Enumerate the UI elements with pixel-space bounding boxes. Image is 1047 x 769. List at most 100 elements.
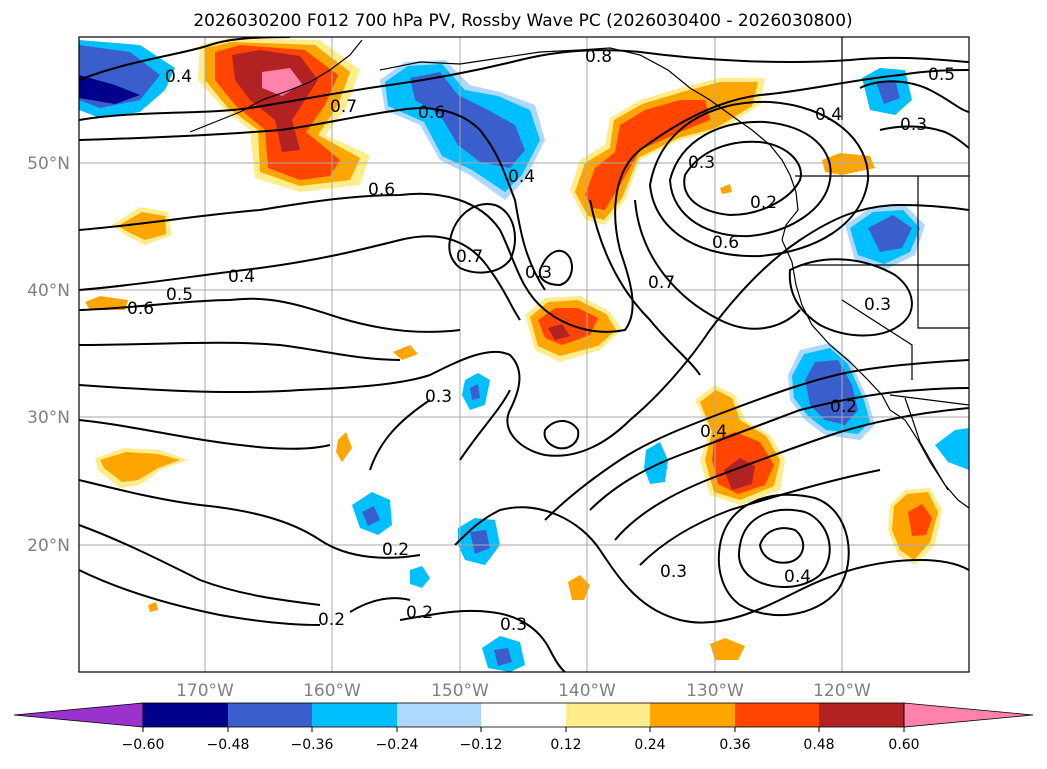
fill-neg-canada-inner: [876, 80, 900, 104]
border-states-2: [917, 176, 969, 329]
fill-pos-subtrop-core: [724, 458, 755, 490]
contour-label: 0.4: [784, 567, 811, 587]
contour-path-35: [369, 399, 431, 471]
border-mexico: [889, 394, 969, 406]
contour-path-30: [589, 199, 701, 376]
fill-pos-mid-core: [548, 324, 570, 340]
colorbar-bin-neg-036: [312, 703, 397, 727]
fill-pos-alaska-inner: [585, 100, 710, 210]
colorbar-tick-label: −0.24: [376, 737, 419, 753]
contour-label: 0.3: [500, 615, 527, 635]
contour-path-26: [683, 140, 802, 217]
colorbar-tick-label: −0.48: [207, 737, 250, 753]
contour-label: 0.2: [750, 193, 777, 213]
contour-path-34: [459, 389, 511, 461]
contour-path-24: [538, 249, 573, 287]
contour-label: 0.3: [425, 387, 452, 407]
figure-title: 2026030200 F012 700 hPa PV, Rossby Wave …: [193, 11, 852, 31]
fill-neg-california-inner: [805, 360, 858, 425]
contour-path-28: [648, 100, 870, 258]
colorbar-bin-neutral: [481, 703, 566, 727]
colorbar-tick-label: 0.24: [634, 737, 665, 753]
colorbar-bin-pos-024: [650, 703, 735, 727]
contour-path-32: [859, 80, 969, 113]
fill-pos-aleutian-inner: [232, 50, 318, 152]
lat-label: 50°N: [27, 154, 70, 174]
contour-label: 0.3: [660, 562, 687, 582]
fill-neg-interior-inner: [868, 215, 912, 252]
contour-path-25: [448, 203, 516, 274]
contour-path-14: [349, 597, 411, 613]
border-states-3: [841, 299, 913, 380]
fill-pos-small-4: [720, 184, 732, 194]
colorbar-tick-labels: −0.60 −0.48 −0.36 −0.24 −0.12 0.12 0.24 …: [122, 737, 920, 753]
contour-path-08: [79, 203, 969, 457]
contour-label: 0.4: [165, 67, 192, 87]
pv-contours: [79, 37, 969, 672]
contour-path-15: [454, 506, 969, 624]
colorbar-tick-label: 0.36: [719, 737, 750, 753]
fill-pos-mexico-inner: [908, 504, 932, 536]
fill-pos-west-1-inner: [118, 212, 166, 240]
map-frame: [78, 36, 970, 673]
contour-path-03: [79, 107, 546, 291]
lon-label: 120°W: [813, 681, 871, 701]
latitude-labels: 50°N 40°N 30°N 20°N: [27, 154, 70, 556]
coast-alaska-peninsula: [189, 39, 363, 133]
colorbar-bin-pos-048: [819, 703, 904, 727]
fill-pos-south-2: [710, 638, 745, 660]
contour-path-19: [639, 469, 881, 566]
colorbar-tick-label: 0.12: [550, 737, 581, 753]
colorbar-tick-label: −0.36: [291, 737, 334, 753]
contour-path-04: [79, 69, 969, 333]
contour-label: 0.3: [900, 115, 927, 135]
contour-label: 0.2: [830, 397, 857, 417]
fill-pos-alaska: [575, 82, 758, 220]
colorbar-tick-label: −0.60: [122, 737, 165, 753]
contour-path-17: [589, 387, 969, 511]
map-layers: 0.4 0.7 0.6 0.4 0.8 0.5 0.4 0.3 0.3 0.2 …: [79, 37, 969, 672]
contour-path-07: [79, 341, 401, 361]
contour-label: 0.7: [330, 97, 357, 117]
contour-label: 0.3: [525, 263, 552, 283]
contour-label: 0.3: [864, 295, 891, 315]
contour-path-29: [634, 199, 801, 330]
contour-label: 0.4: [700, 422, 727, 442]
colorbar-frame: [142, 702, 905, 728]
longitude-labels: 170°W 160°W 150°W 140°W 130°W 120°W: [176, 681, 871, 701]
contour-label: 0.2: [318, 610, 345, 630]
contour-label: 0.6: [712, 233, 739, 253]
lon-label: 150°W: [431, 681, 489, 701]
colorbar-bin-pos-012: [566, 703, 650, 727]
colorbar-ticks: [142, 727, 905, 732]
contour-path-20: [758, 527, 805, 564]
contour-path-16: [544, 359, 969, 521]
colorbar-tick-label: 0.60: [888, 737, 919, 753]
colorbar-tick-label: 0.48: [803, 737, 834, 753]
contour-path-27: [668, 120, 832, 238]
colorbar: −0.60 −0.48 −0.36 −0.24 −0.12 0.12 0.24 …: [13, 702, 1034, 753]
contour-path-10: [79, 479, 421, 559]
colorbar-tick-label: −0.12: [460, 737, 503, 753]
fill-pos-small-2: [336, 432, 352, 462]
fill-neg-small-2: [644, 442, 668, 484]
colorbar-under-arrow: [13, 702, 144, 728]
fill-pos-west-2: [85, 296, 128, 310]
contour-path-13: [399, 609, 566, 672]
contour-label: 0.4: [508, 167, 535, 187]
fill-neg-south-4-inner: [494, 648, 512, 666]
contour-label: 0.4: [815, 105, 842, 125]
lat-label: 30°N: [27, 408, 70, 428]
contour-label: 0.7: [456, 247, 483, 267]
contour-path-02: [79, 49, 969, 121]
coast-bc: [769, 144, 799, 241]
coast-baja-peninsula: [904, 397, 949, 491]
contour-label: 0.6: [368, 180, 395, 200]
colorbar-bin-pos-036: [735, 703, 819, 727]
contour-label: 0.8: [585, 47, 612, 67]
contour-label: 0.2: [382, 540, 409, 560]
contour-labels: 0.4 0.7 0.6 0.4 0.8 0.5 0.4 0.3 0.3 0.2 …: [127, 47, 955, 635]
contour-label: 0.5: [928, 65, 955, 85]
